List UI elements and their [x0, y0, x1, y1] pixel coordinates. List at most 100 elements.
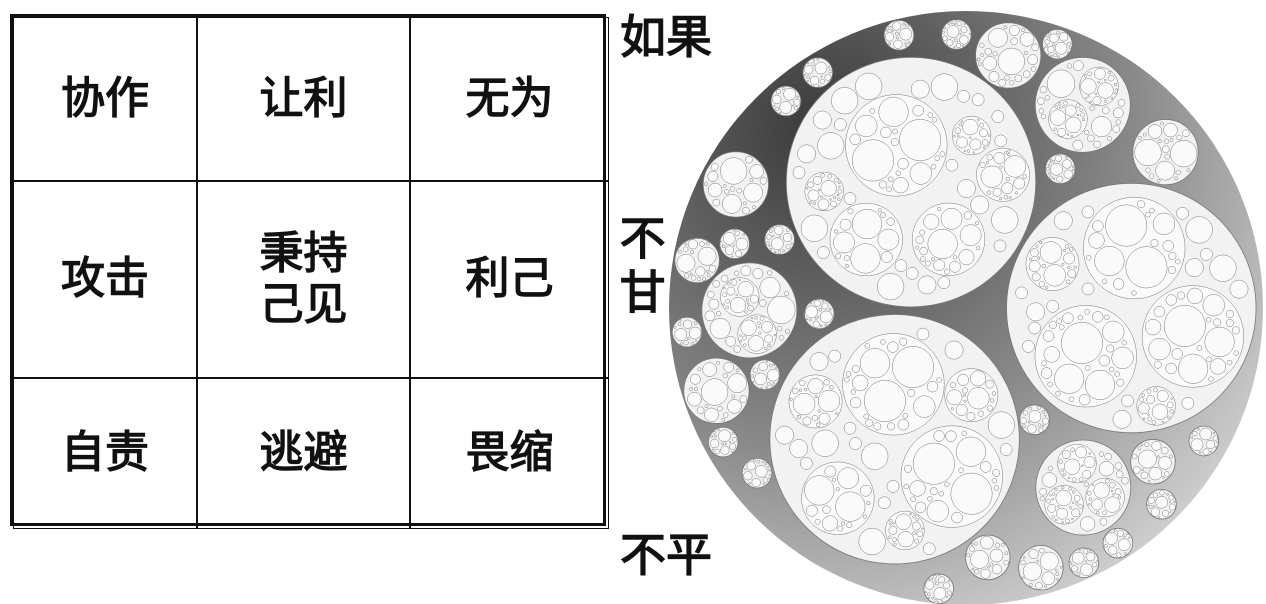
- circle: [886, 186, 892, 193]
- circle: [1102, 320, 1125, 343]
- circle: [725, 335, 736, 347]
- circle: [774, 251, 777, 253]
- circle: [689, 387, 694, 391]
- circle: [971, 567, 975, 571]
- circle: [722, 232, 736, 245]
- circle: [1047, 53, 1050, 56]
- circle: [817, 409, 821, 413]
- circle: [1060, 468, 1064, 472]
- circle: [720, 445, 730, 455]
- circle: [905, 44, 908, 47]
- circle: [1162, 509, 1169, 517]
- circle: [768, 229, 773, 233]
- circle: [1164, 154, 1170, 160]
- circle: [950, 407, 954, 411]
- circle: [1115, 88, 1118, 91]
- circle: [1152, 212, 1176, 235]
- circle: [979, 122, 985, 128]
- circle: [1009, 80, 1015, 86]
- circle: [1185, 216, 1213, 244]
- circle: [764, 346, 768, 351]
- circle: [894, 259, 908, 272]
- circle: [992, 187, 1002, 197]
- circle: [984, 47, 992, 56]
- circle: [722, 303, 725, 306]
- circle: [708, 265, 717, 273]
- circle: [951, 511, 963, 524]
- circle: [1065, 155, 1068, 159]
- circle: [907, 389, 916, 397]
- circle: [991, 477, 998, 484]
- circle: [792, 104, 795, 107]
- circle: [1041, 571, 1056, 586]
- circle: [733, 229, 736, 232]
- circle: [1165, 294, 1177, 306]
- circle: [757, 326, 761, 329]
- circle: [1075, 103, 1081, 109]
- circle: [704, 182, 708, 186]
- circle: [855, 72, 883, 100]
- cell-text: 逃避: [259, 427, 348, 479]
- circle: [813, 176, 822, 185]
- circle: [714, 435, 717, 438]
- circle: [1008, 196, 1012, 200]
- circle: [1199, 427, 1213, 441]
- circle: [806, 504, 818, 517]
- circle: [693, 321, 698, 325]
- circle: [924, 260, 931, 267]
- circle: [1096, 510, 1100, 515]
- circle: [903, 483, 909, 490]
- circle: [724, 189, 730, 195]
- circle: [746, 302, 750, 305]
- circle: [1050, 162, 1063, 176]
- circle: [1121, 394, 1134, 408]
- circle: [1133, 466, 1141, 474]
- circle: [1036, 256, 1041, 260]
- circle: [938, 490, 944, 497]
- circle: [1178, 353, 1209, 384]
- cell-text: 自责: [61, 427, 149, 479]
- circle: [902, 413, 909, 419]
- circle: [1046, 35, 1050, 38]
- circle: [1079, 108, 1083, 112]
- circle: [912, 515, 916, 519]
- circle: [1200, 248, 1213, 261]
- circle: [835, 253, 842, 259]
- circle: [807, 378, 824, 395]
- circle: [1054, 41, 1068, 55]
- circle: [1038, 281, 1045, 288]
- circle: [1076, 572, 1081, 576]
- circle: [1142, 132, 1147, 137]
- circle: [1059, 106, 1062, 110]
- circle: [761, 460, 764, 463]
- circle: [1087, 71, 1093, 77]
- circle: [1190, 436, 1194, 439]
- circle: [1117, 529, 1125, 537]
- circle: [1022, 424, 1026, 429]
- circle: [1071, 508, 1081, 518]
- circle: [933, 259, 946, 272]
- circle: [1067, 265, 1071, 269]
- circle: [1163, 304, 1206, 347]
- circle: [1147, 416, 1152, 422]
- circle: [1028, 583, 1033, 587]
- circle: [759, 316, 765, 321]
- circle: [967, 387, 990, 410]
- circle: [1138, 449, 1157, 469]
- circle: [1043, 47, 1046, 50]
- circle: [958, 123, 962, 127]
- circle: [1108, 366, 1115, 373]
- circle: [758, 361, 768, 372]
- circle: [1117, 538, 1131, 552]
- circle: [1088, 549, 1091, 552]
- circle: [1063, 169, 1073, 179]
- circle: [847, 208, 854, 215]
- circle: [697, 277, 702, 282]
- circle: [1022, 70, 1031, 78]
- circle: [889, 523, 892, 526]
- circle: [1070, 447, 1075, 453]
- circle: [747, 335, 765, 352]
- circle: [1040, 113, 1046, 120]
- circle: [752, 205, 756, 210]
- circle: [963, 149, 966, 153]
